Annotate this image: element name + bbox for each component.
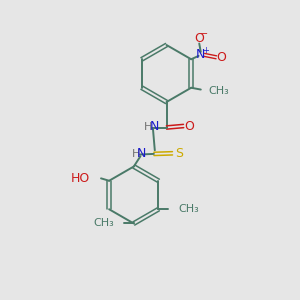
Text: H: H xyxy=(132,149,140,159)
Text: N: N xyxy=(196,48,206,62)
Text: S: S xyxy=(175,147,183,160)
Text: CH₃: CH₃ xyxy=(94,218,114,229)
Text: CH₃: CH₃ xyxy=(208,86,229,96)
Text: +: + xyxy=(202,46,209,55)
Text: O: O xyxy=(184,119,194,133)
Text: N: N xyxy=(150,120,159,134)
Text: O: O xyxy=(194,32,204,45)
Text: N: N xyxy=(137,147,147,161)
Text: H: H xyxy=(144,122,153,132)
Text: HO: HO xyxy=(71,172,90,185)
Text: CH₃: CH₃ xyxy=(178,204,199,214)
Text: O: O xyxy=(216,51,226,64)
Text: −: − xyxy=(200,29,208,40)
